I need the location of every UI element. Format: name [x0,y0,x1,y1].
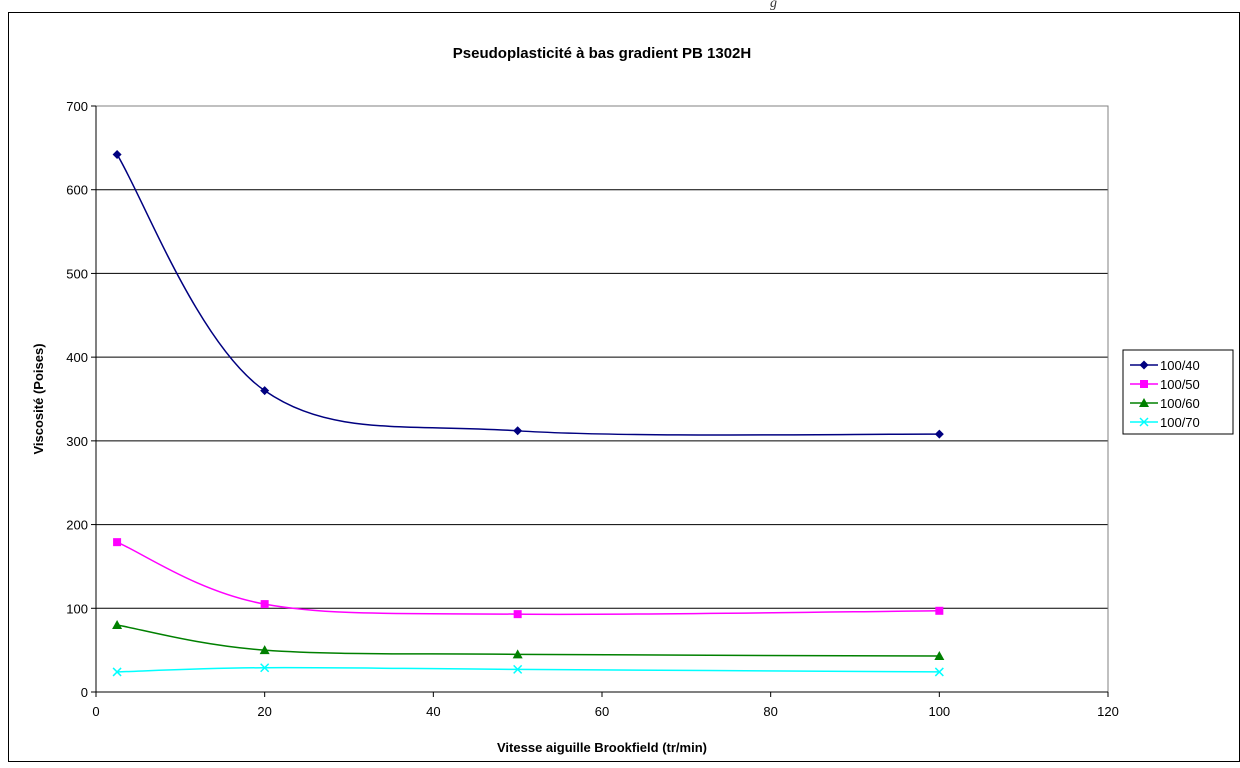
data-point-100-60 [934,651,945,661]
x-tick-label: 60 [595,704,609,719]
series-line-100-50 [116,541,940,616]
chart-frame [8,12,1240,762]
x-tick-label: 80 [763,704,777,719]
data-point-100-50 [513,610,522,619]
legend-label: 100/70 [1160,415,1200,430]
series-line-100-70 [117,666,940,673]
legend-marker [1139,417,1149,427]
data-point-100-70 [260,663,270,673]
legend-marker [1139,360,1149,370]
data-point-100-60 [259,645,270,655]
series-line-100-60 [116,624,940,657]
x-tick-label: 0 [92,704,99,719]
data-point-100-60 [112,620,123,630]
grid-lines [96,105,1108,609]
x-tick-label: 40 [426,704,440,719]
data-point-100-50 [113,538,122,547]
legend-label: 100/50 [1160,377,1200,392]
data-point-100-70 [513,664,523,674]
x-axis-label: Vitesse aiguille Brookfield (tr/min) [497,740,707,755]
axes: 0 100 200 300 400 500 600 700 0 20 40 60 80 100 120 [66,99,1119,719]
legend: 100/40 100/50 100/60 100/70 [1122,349,1234,435]
y-tick-label: 0 [81,685,88,700]
chart-title: Pseudoplasticité à bas gradient PB 1302H [453,45,751,62]
data-point-100-50 [260,600,269,609]
x-tick-label: 20 [257,704,271,719]
legend-marker [1140,380,1148,388]
data-point-100-50 [935,606,944,615]
x-tick-label: 120 [1097,704,1119,719]
data-point-100-40 [513,426,523,436]
y-tick-label: 700 [66,99,88,114]
y-tick-label: 300 [66,434,88,449]
series-layer [112,150,945,677]
series-line-100-40 [116,154,940,436]
header-fragment: g [770,0,777,11]
data-point-100-70 [934,667,944,677]
y-axis-label: Viscosité (Poises) [31,343,46,454]
y-tick-label: 400 [66,350,88,365]
data-point-100-70 [112,667,122,677]
legend-label: 100/60 [1160,396,1200,411]
y-tick-label: 500 [66,266,88,281]
x-tick-label: 100 [928,704,950,719]
legend-label: 100/40 [1160,358,1200,373]
plot-area [95,105,1109,693]
data-point-100-40 [260,386,270,396]
data-point-100-40 [112,150,122,160]
y-tick-label: 600 [66,183,88,198]
data-point-100-40 [934,429,944,439]
y-tick-label: 200 [66,518,88,533]
legend-marker [1139,398,1149,407]
y-tick-label: 100 [66,601,88,616]
data-point-100-60 [512,649,523,659]
